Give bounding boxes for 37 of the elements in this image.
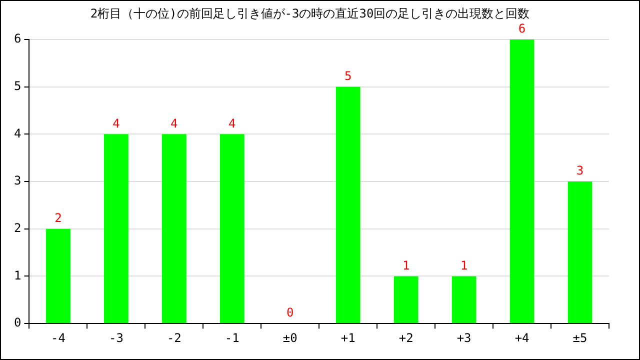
data-label: 5 xyxy=(344,68,352,83)
x-tick-label: ±0 xyxy=(282,330,298,345)
bar xyxy=(162,134,186,324)
y-tick-label: 1 xyxy=(14,268,22,282)
y-tick-label: 2 xyxy=(14,220,22,235)
y-tick-label: 0 xyxy=(14,316,22,330)
x-tick-label: ±5 xyxy=(572,330,588,345)
x-tick-label: -2 xyxy=(166,330,182,345)
x-tick-label: -1 xyxy=(224,330,240,345)
x-tick-label: +1 xyxy=(340,330,356,345)
data-label: 1 xyxy=(460,258,468,272)
x-tick-label: +4 xyxy=(514,330,530,345)
bar xyxy=(510,39,534,324)
data-label: 1 xyxy=(402,258,410,272)
x-tick-label: +2 xyxy=(398,330,414,345)
data-label: 4 xyxy=(228,116,236,130)
y-tick-label: 5 xyxy=(14,78,22,93)
bar xyxy=(336,86,360,324)
y-tick-label: 6 xyxy=(14,32,22,46)
x-tick-label: -4 xyxy=(50,330,66,345)
bar xyxy=(220,134,244,324)
bar xyxy=(46,228,70,324)
bar xyxy=(104,134,128,324)
x-tick-label: -3 xyxy=(108,330,124,345)
data-label: 4 xyxy=(112,116,120,130)
y-tick-label: 4 xyxy=(14,126,22,140)
data-label: 0 xyxy=(286,306,294,320)
data-label: 4 xyxy=(170,116,178,130)
data-label: 3 xyxy=(576,164,584,178)
bar xyxy=(452,276,476,324)
bar xyxy=(394,276,418,324)
data-label: 6 xyxy=(518,22,526,36)
x-tick-label: +3 xyxy=(456,330,472,345)
bar xyxy=(568,182,592,324)
y-tick-label: 3 xyxy=(14,174,22,188)
data-label: 2 xyxy=(54,210,62,225)
chart-title: 2桁目（十の位)の前回足し引き値が-3の時の直近30回の足し引きの出現数と回数 xyxy=(90,6,530,20)
